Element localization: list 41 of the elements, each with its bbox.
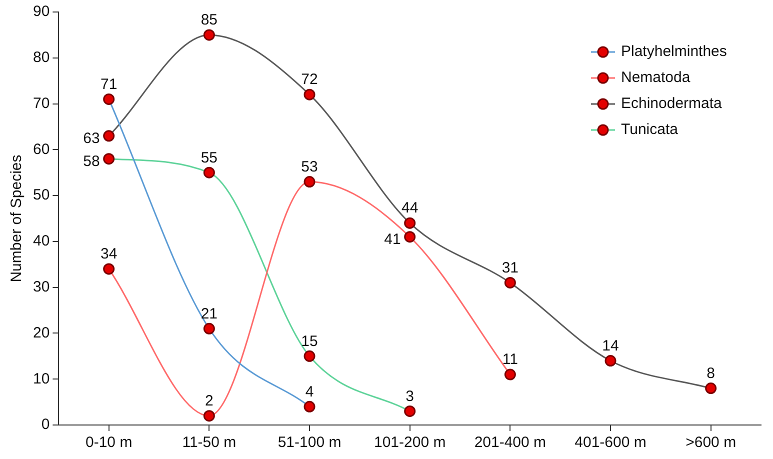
data-label: 4 <box>305 383 314 400</box>
y-tick-label: 80 <box>32 49 50 66</box>
data-label: 11 <box>502 351 518 368</box>
data-label: 14 <box>602 337 619 354</box>
y-tick-label: 70 <box>32 94 50 112</box>
data-label: 15 <box>301 332 318 350</box>
data-label: 41 <box>384 230 401 248</box>
y-tick-label: 30 <box>32 278 50 296</box>
data-label: 8 <box>706 364 716 382</box>
data-label: 2 <box>205 392 214 410</box>
y-tick-label: 10 <box>32 370 50 388</box>
data-label: 71 <box>100 76 118 93</box>
x-tick-label: 101-200 m <box>374 434 446 452</box>
x-tick-label: >600 m <box>686 434 736 452</box>
legend-label: Echinodermata <box>621 95 723 112</box>
data-label: 58 <box>83 152 100 170</box>
y-tick-label: 90 <box>32 3 50 20</box>
legend-label: Platyhelminthes <box>621 43 727 60</box>
data-label: 53 <box>301 158 318 176</box>
data-label: 3 <box>406 388 414 405</box>
x-tick-label: 11-50 m <box>182 434 236 452</box>
legend-label: Nematoda <box>621 69 691 86</box>
data-label: 63 <box>83 130 100 148</box>
x-tick-label: 0-10 m <box>86 434 132 452</box>
x-tick-label: 51-100 m <box>278 434 342 452</box>
y-tick-label: 0 <box>41 416 50 434</box>
y-tick-label: 40 <box>32 232 50 250</box>
data-label: 72 <box>301 71 318 88</box>
data-label: 85 <box>200 12 218 29</box>
data-label: 31 <box>502 259 519 276</box>
data-label: 55 <box>200 149 218 166</box>
data-label: 34 <box>100 246 118 263</box>
y-tick-label: 50 <box>32 186 50 204</box>
y-tick-label: 60 <box>32 140 50 158</box>
y-axis-title: Number of Species <box>8 154 26 282</box>
x-tick-label: 401-600 m <box>574 434 646 452</box>
y-tick-label: 20 <box>32 324 50 342</box>
data-label: 21 <box>200 305 218 322</box>
data-label: 44 <box>402 200 418 217</box>
x-tick-label: 201-400 m <box>474 434 546 452</box>
legend-label: Tunicata <box>621 121 679 138</box>
